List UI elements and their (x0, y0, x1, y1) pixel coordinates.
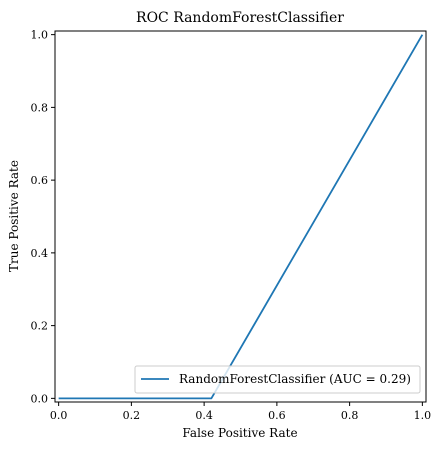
legend: RandomForestClassifier (AUC = 0.29) (134, 365, 421, 394)
x-tick-label: 0.2 (123, 409, 141, 422)
x-axis-ticks: 0.0 0.2 0.4 0.6 0.8 1.0 (50, 402, 431, 422)
x-tick-label: 1.0 (414, 409, 432, 422)
x-tick-label: 0.8 (341, 409, 359, 422)
chart-title: ROC RandomForestClassifier (136, 10, 344, 26)
y-tick-label: 1.0 (31, 29, 49, 42)
y-tick-label: 0.8 (31, 101, 49, 114)
x-tick-label: 0.0 (50, 409, 68, 422)
plot-frame (54, 30, 427, 403)
y-tick-label: 0.6 (31, 174, 49, 187)
legend-label: RandomForestClassifier (AUC = 0.29) (179, 372, 411, 386)
legend-box (134, 365, 421, 394)
y-axis-ticks: 0.0 0.2 0.4 0.6 0.8 1.0 (31, 29, 55, 405)
plot-area: 0.0 0.2 0.4 0.6 0.8 1.0 0.0 0.2 0.4 0.6 0.8 1.0 (31, 29, 432, 422)
y-tick-label: 0.2 (31, 320, 49, 333)
x-tick-label: 0.6 (268, 409, 286, 422)
y-axis-label: True Positive Rate (7, 160, 21, 272)
y-tick-label: 0.4 (31, 247, 49, 260)
x-axis-label: False Positive Rate (182, 426, 297, 440)
series-layer (58, 34, 424, 400)
x-tick-label: 0.4 (195, 409, 213, 422)
y-tick-label: 0.0 (31, 392, 49, 405)
roc-curve-line (58, 34, 424, 400)
